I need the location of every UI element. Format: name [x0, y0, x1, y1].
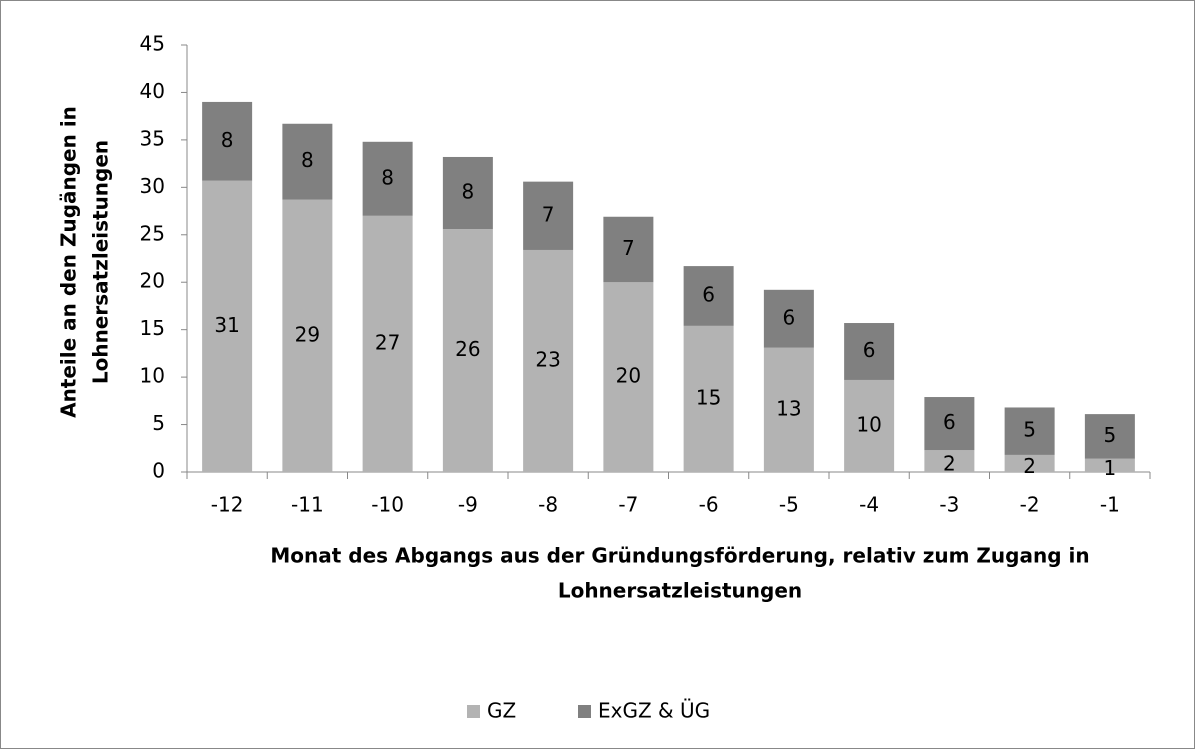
bar-segment — [763, 289, 814, 348]
y-tick-label: 40 — [140, 79, 165, 103]
x-tick-label: -5 — [779, 493, 799, 517]
legend-swatch — [467, 705, 480, 718]
data-label: 8 — [462, 180, 475, 204]
data-label: 27 — [375, 330, 400, 354]
x-tick-label: -8 — [538, 493, 558, 517]
bar-segment — [844, 323, 895, 380]
bar-segment — [924, 450, 975, 472]
bar-segment — [442, 229, 493, 472]
y-tick-label: 0 — [152, 459, 165, 483]
bar-segment — [603, 282, 654, 472]
data-label: 6 — [783, 305, 796, 329]
legend-label: ExGZ & ÜG — [598, 699, 710, 723]
data-label: 6 — [702, 282, 715, 306]
x-tick-label: -1 — [1100, 493, 1120, 517]
data-label: 8 — [301, 148, 314, 172]
bar-segment — [362, 141, 413, 216]
bar-segment — [202, 180, 253, 473]
data-label: 15 — [696, 385, 721, 409]
bar-segment — [763, 347, 814, 472]
legend-swatch — [578, 705, 591, 718]
bar-segment — [683, 266, 734, 326]
bar-segment — [1084, 458, 1135, 472]
data-label: 23 — [535, 347, 560, 371]
data-label: 5 — [1023, 418, 1036, 442]
x-tick-label: -12 — [211, 493, 244, 517]
bar-segment — [844, 379, 895, 472]
x-tick-label: -7 — [618, 493, 638, 517]
data-label: 7 — [542, 202, 555, 226]
y-tick-label: 25 — [140, 221, 165, 245]
data-label: 29 — [295, 322, 320, 346]
bar-segment — [1004, 454, 1055, 472]
bar-segment — [362, 215, 413, 473]
data-label: 6 — [863, 338, 876, 362]
data-label: 6 — [943, 410, 956, 434]
data-label: 5 — [1104, 423, 1117, 447]
x-tick-label: -9 — [458, 493, 478, 517]
bar-segment — [442, 156, 493, 230]
x-tick-label: -3 — [939, 493, 959, 517]
bar-segment — [282, 199, 333, 472]
bar-segment — [282, 123, 333, 200]
bar-segment — [202, 101, 253, 181]
data-label: 20 — [616, 364, 641, 388]
bar-segment — [1084, 414, 1135, 459]
legend-label: GZ — [487, 699, 516, 723]
x-tick-label: -11 — [291, 493, 324, 517]
data-label: 31 — [214, 313, 239, 337]
y-tick-label: 5 — [152, 411, 165, 435]
data-label: 10 — [856, 412, 881, 436]
data-label: 8 — [381, 165, 394, 189]
data-label: 7 — [622, 236, 635, 260]
data-label: 1 — [1104, 456, 1117, 480]
data-label: 26 — [455, 337, 480, 361]
x-tick-label: -4 — [859, 493, 879, 517]
y-tick-label: 10 — [140, 364, 165, 388]
data-label: 2 — [943, 452, 956, 476]
y-tick-label: 45 — [140, 32, 165, 56]
bar-segment — [523, 249, 574, 472]
x-axis-title: Lohnersatzleistungen — [558, 579, 802, 603]
x-axis-title: Monat des Abgangs aus der Gründungsförde… — [270, 544, 1089, 568]
y-tick-label: 20 — [140, 269, 165, 293]
data-label: 13 — [776, 396, 801, 420]
bar-segment — [523, 181, 574, 250]
bar-segment — [603, 216, 654, 283]
y-axis-title: Anteile an den Zugängen in — [57, 106, 81, 418]
data-label: 2 — [1023, 454, 1036, 478]
y-tick-label: 15 — [140, 316, 165, 340]
bar-segment — [1004, 407, 1055, 455]
bar-segment — [683, 325, 734, 472]
bar-segment — [924, 397, 975, 451]
y-tick-label: 30 — [140, 174, 165, 198]
data-label: 8 — [221, 128, 234, 152]
y-axis-title: Lohnersatzleistungen — [89, 140, 113, 384]
x-tick-label: -10 — [371, 493, 404, 517]
x-tick-label: -2 — [1020, 493, 1040, 517]
x-tick-label: -6 — [699, 493, 719, 517]
y-tick-label: 35 — [140, 126, 165, 150]
